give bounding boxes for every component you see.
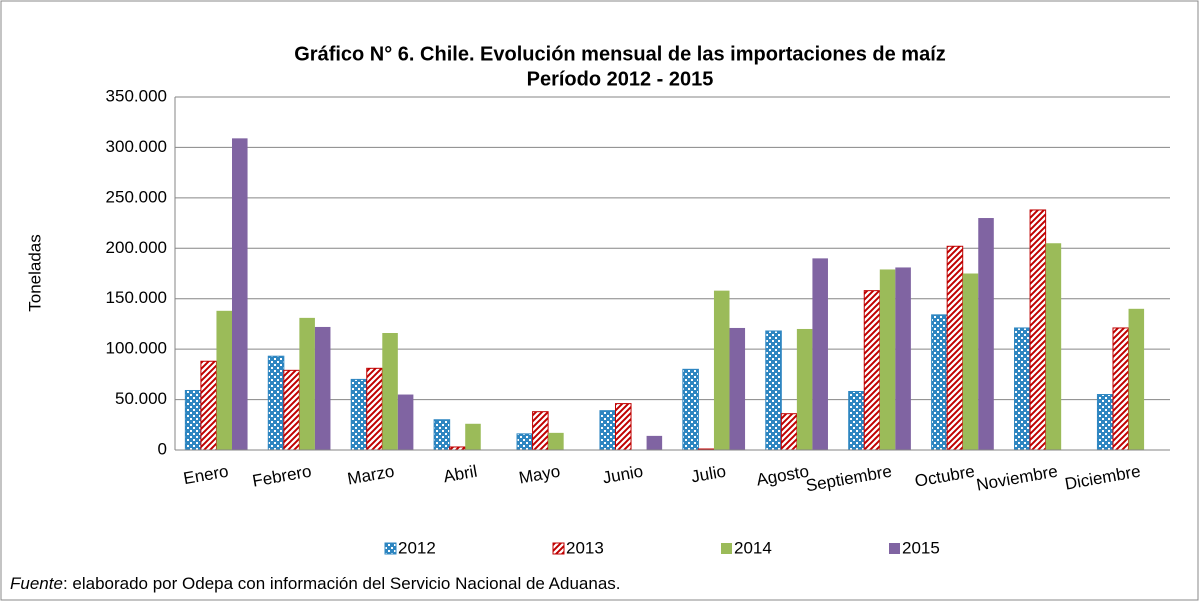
bar [599,410,616,451]
bar [895,267,911,450]
legend-label: 2012 [398,538,436,557]
bar [397,394,414,450]
note: Fuente: elaborado por Odepa con informac… [10,574,621,593]
bar [216,310,233,450]
bar [978,218,994,450]
bar [1096,394,1114,451]
bar [614,403,632,451]
note-text: : elaborado por Odepa con información de… [63,574,621,593]
bar [516,433,534,451]
bar [863,290,881,451]
bar [465,423,481,450]
bar [946,245,964,451]
bar [962,273,979,450]
bar [314,326,331,450]
bar [350,378,368,451]
bar [765,330,782,451]
y-tick-label: 200.000 [106,238,167,257]
legend-label: 2013 [566,538,604,557]
y-tick-label: 350.000 [106,86,167,105]
bar [548,432,564,450]
bar [848,391,865,451]
legend-swatch [384,542,397,555]
legend-swatch [889,543,900,554]
bar [433,419,451,451]
bar [931,314,948,451]
legend-swatch [552,542,565,555]
bar [299,317,315,450]
bar [1029,209,1047,451]
bar [267,355,285,451]
bar [232,138,248,450]
bar [1045,243,1062,450]
bar [646,435,663,450]
chart-subtitle: Período 2012 - 2015 [527,68,714,90]
y-tick-label: 50.000 [115,389,167,408]
bar [200,360,217,451]
bar [713,290,730,450]
note-label: Fuente [10,574,63,593]
bar [780,413,798,451]
bar [682,368,699,451]
bar [796,328,813,450]
bar [1014,327,1031,451]
y-tick-label: 150.000 [106,288,167,307]
bar [1112,327,1130,451]
bar [184,389,202,451]
bar [879,269,896,450]
y-tick-label: 250.000 [106,187,167,206]
bar [729,327,746,450]
bar [283,369,300,451]
y-tick-label: 0 [158,439,167,458]
bar [382,333,398,450]
chart-title: Gráfico N° 6. Chile. Evolución mensual d… [294,43,946,65]
legend-label: 2015 [902,538,940,557]
bar [812,258,828,450]
bar [366,367,383,451]
legend-label: 2014 [734,538,772,557]
bar [1128,308,1145,450]
y-tick-label: 100.000 [106,339,167,358]
legend-swatch [721,543,732,554]
y-axis-label: Toneladas [25,234,44,312]
bar [532,411,549,451]
y-tick-label: 300.000 [106,137,167,156]
